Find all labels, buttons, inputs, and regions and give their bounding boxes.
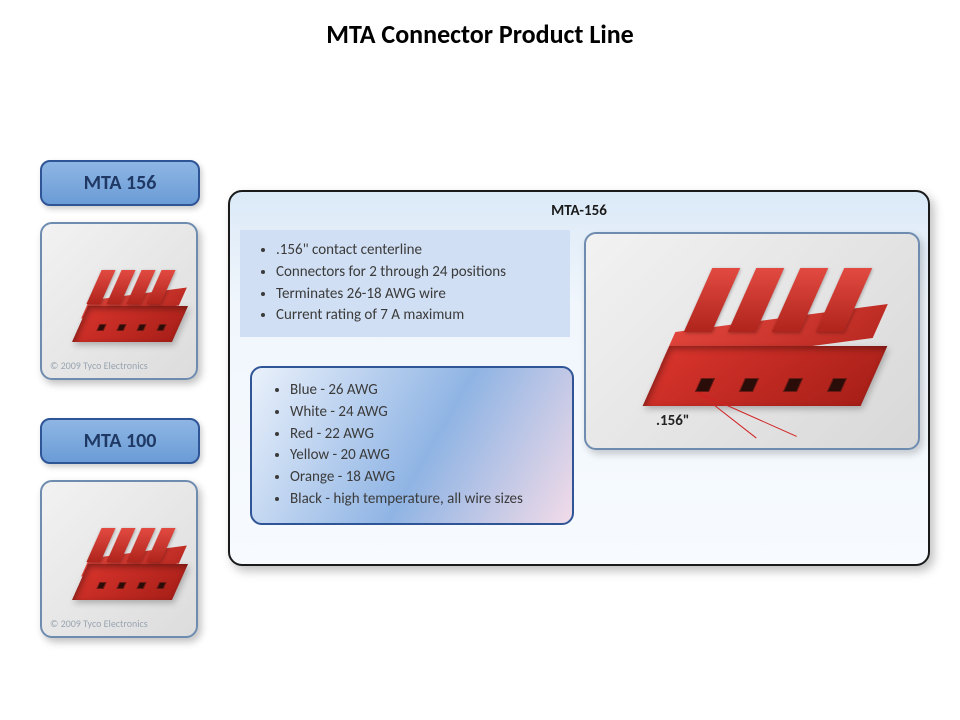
tab-mta-156[interactable]: MTA 156 [40,160,200,206]
product-image: .156" [584,232,920,450]
dimension-label: .156" [656,412,689,430]
connector-icon [70,264,180,354]
spec-list: .156" contact centerline Connectors for … [240,230,570,337]
connector-icon [638,256,898,426]
color-code-item: Red - 22 AWG [290,424,556,446]
tab-label: MTA 100 [84,429,157,453]
copyright-text: © 2009 Tyco Electronics [50,617,148,630]
spec-item: Terminates 26-18 AWG wire [276,284,556,306]
panel-heading: MTA-156 [230,202,928,220]
connector-icon [70,522,180,612]
color-code-item: Blue - 26 AWG [290,380,556,402]
color-code-item: Orange - 18 AWG [290,467,556,489]
color-code-list: Blue - 26 AWG White - 24 AWG Red - 22 AW… [250,366,574,525]
spec-item: .156" contact centerline [276,240,556,262]
thumbnail-mta-156[interactable]: © 2009 Tyco Electronics [40,222,198,380]
page-title: MTA Connector Product Line [0,18,960,50]
thumbnail-mta-100[interactable]: © 2009 Tyco Electronics [40,480,198,638]
spec-item: Current rating of 7 A maximum [276,305,556,327]
color-code-item: Black - high temperature, all wire sizes [290,489,556,511]
color-code-item: White - 24 AWG [290,402,556,424]
copyright-text: © 2009 Tyco Electronics [50,359,148,372]
tab-label: MTA 156 [84,171,157,195]
color-code-item: Yellow - 20 AWG [290,445,556,467]
detail-panel: MTA-156 .156" contact centerline Connect… [228,190,930,566]
tab-mta-100[interactable]: MTA 100 [40,418,200,464]
spec-item: Connectors for 2 through 24 positions [276,262,556,284]
